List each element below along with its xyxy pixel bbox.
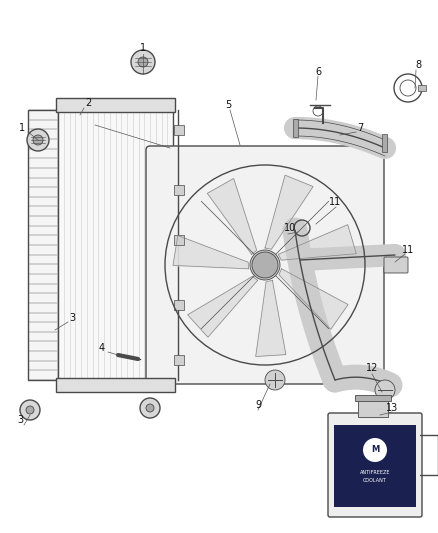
Text: 6: 6 [315,67,321,77]
Bar [174,185,184,195]
Bar [56,98,175,112]
Circle shape [363,438,387,462]
Circle shape [140,398,160,418]
Bar [293,119,298,137]
Circle shape [20,400,40,420]
Bar [174,235,184,245]
Circle shape [138,57,148,67]
Bar [58,110,173,380]
Text: M: M [371,446,379,455]
Polygon shape [279,269,348,329]
Bar [56,378,175,392]
Circle shape [252,252,278,278]
Bar [174,355,184,365]
FancyBboxPatch shape [328,413,422,517]
Circle shape [33,135,43,145]
Bar [355,395,391,401]
Polygon shape [187,277,258,337]
Bar [28,110,58,380]
Circle shape [265,370,285,390]
FancyBboxPatch shape [146,146,384,384]
Bar [418,85,426,91]
Circle shape [27,129,49,151]
Text: 11: 11 [402,245,414,255]
Text: ANTIFREEZE: ANTIFREEZE [360,471,390,475]
Polygon shape [207,179,257,254]
Circle shape [131,50,155,74]
Text: COOLANT: COOLANT [363,479,387,483]
Bar [334,425,416,507]
Circle shape [250,250,280,280]
Bar [174,300,184,310]
Text: 2: 2 [85,98,91,108]
Text: 3: 3 [69,313,75,323]
Circle shape [375,380,395,400]
Circle shape [26,406,34,414]
Text: 12: 12 [366,363,378,373]
Text: 13: 13 [386,403,398,413]
Text: 4: 4 [99,343,105,353]
Text: 1: 1 [19,123,25,133]
Bar [358,399,388,417]
Circle shape [146,404,154,412]
Polygon shape [278,225,356,260]
Text: 1: 1 [140,43,146,53]
Polygon shape [173,236,248,269]
Text: 8: 8 [415,60,421,70]
Bar [382,134,387,152]
FancyBboxPatch shape [384,257,408,273]
Text: 3: 3 [17,415,23,425]
Text: 10: 10 [284,223,296,233]
Polygon shape [265,175,313,249]
Text: 11: 11 [329,197,341,207]
Polygon shape [256,280,286,357]
Bar [174,125,184,135]
Text: 5: 5 [225,100,231,110]
Text: 9: 9 [255,400,261,410]
Text: 7: 7 [357,123,363,133]
